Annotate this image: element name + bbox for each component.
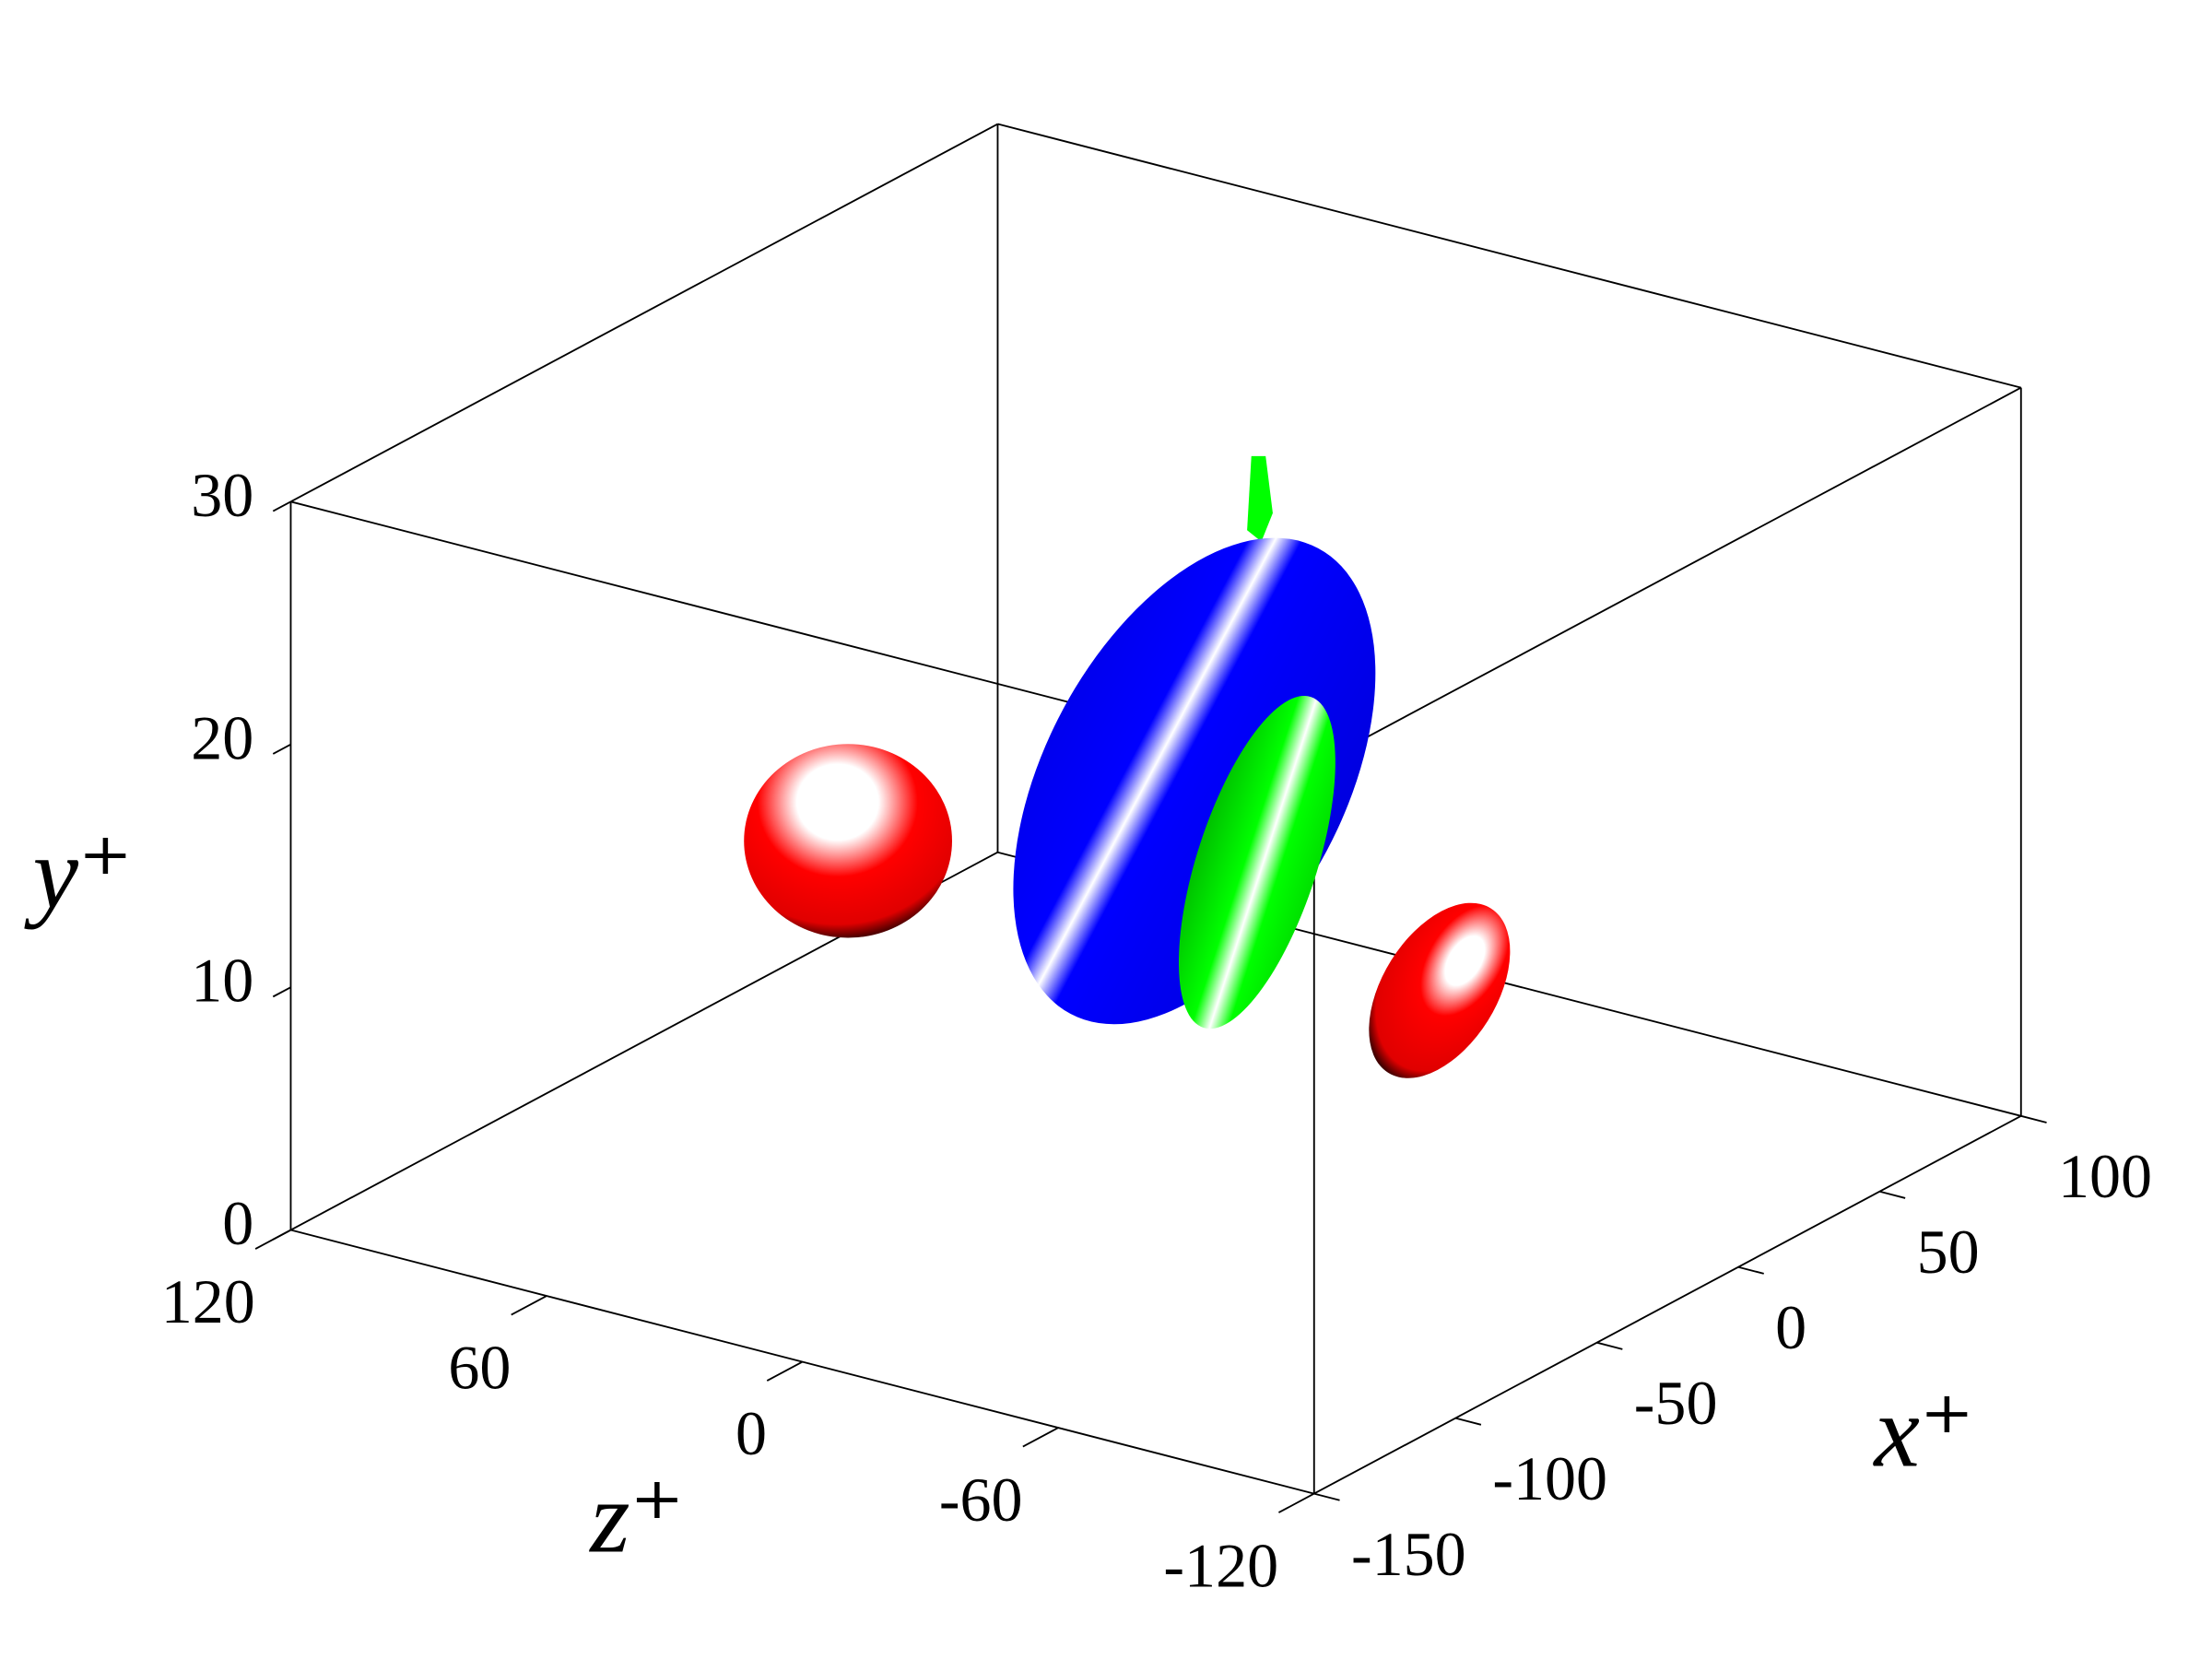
x-tick-label: -150	[1351, 1519, 1466, 1589]
x-axis-label: x⁺	[1873, 1375, 1974, 1488]
x-tick	[2020, 1114, 2047, 1124]
y-axis-label: y⁺	[24, 817, 133, 930]
x-tick	[1737, 1265, 1764, 1275]
x-tick-label: 50	[1917, 1217, 1980, 1287]
z-tick	[1022, 1427, 1059, 1448]
box-edge	[290, 1229, 1315, 1495]
z-tick	[1277, 1492, 1315, 1513]
z-tick-label: 120	[161, 1266, 255, 1336]
y-tick-label: 30	[191, 460, 253, 530]
y-tick-label: 0	[222, 1188, 253, 1258]
x-tick-label: 0	[1775, 1292, 1806, 1362]
z-tick-label: -120	[1163, 1530, 1278, 1600]
z-tick-label: -60	[939, 1465, 1023, 1535]
box-edge	[1313, 386, 2022, 767]
x-tick	[1313, 1492, 1340, 1501]
isosurfaces	[744, 455, 1511, 1078]
z-tick-label: 60	[448, 1333, 511, 1403]
red-isosurface	[1369, 902, 1511, 1078]
y-tick	[272, 986, 291, 998]
z-axis-label: z⁺	[588, 1461, 684, 1574]
z-tick-label: 0	[735, 1398, 767, 1468]
x-tick	[1879, 1190, 1906, 1199]
red-isosurface	[744, 744, 952, 938]
y-tick-label: 10	[191, 946, 253, 1016]
x-tick-label: 100	[2058, 1141, 2152, 1211]
green-isosurface	[1178, 696, 1335, 1030]
box-edge	[290, 123, 998, 503]
z-tick	[766, 1360, 804, 1382]
y-tick	[272, 743, 291, 755]
x-tick-label: -100	[1492, 1443, 1607, 1513]
axes: -150 -100 -50 0 50 100 120 60 0 -60 -120 0 10 20 30 x⁺ y…	[24, 460, 2152, 1600]
x-tick	[1454, 1417, 1482, 1426]
y-tick	[272, 1229, 291, 1241]
x-tick	[1596, 1341, 1623, 1350]
y-tick	[272, 500, 291, 512]
box-edge	[1313, 1115, 2022, 1495]
y-tick-label: 20	[191, 702, 253, 772]
x-tick-label: -50	[1634, 1368, 1718, 1438]
green-isosurface	[1247, 455, 1273, 542]
box-edge	[997, 123, 2022, 389]
z-tick	[511, 1295, 547, 1316]
